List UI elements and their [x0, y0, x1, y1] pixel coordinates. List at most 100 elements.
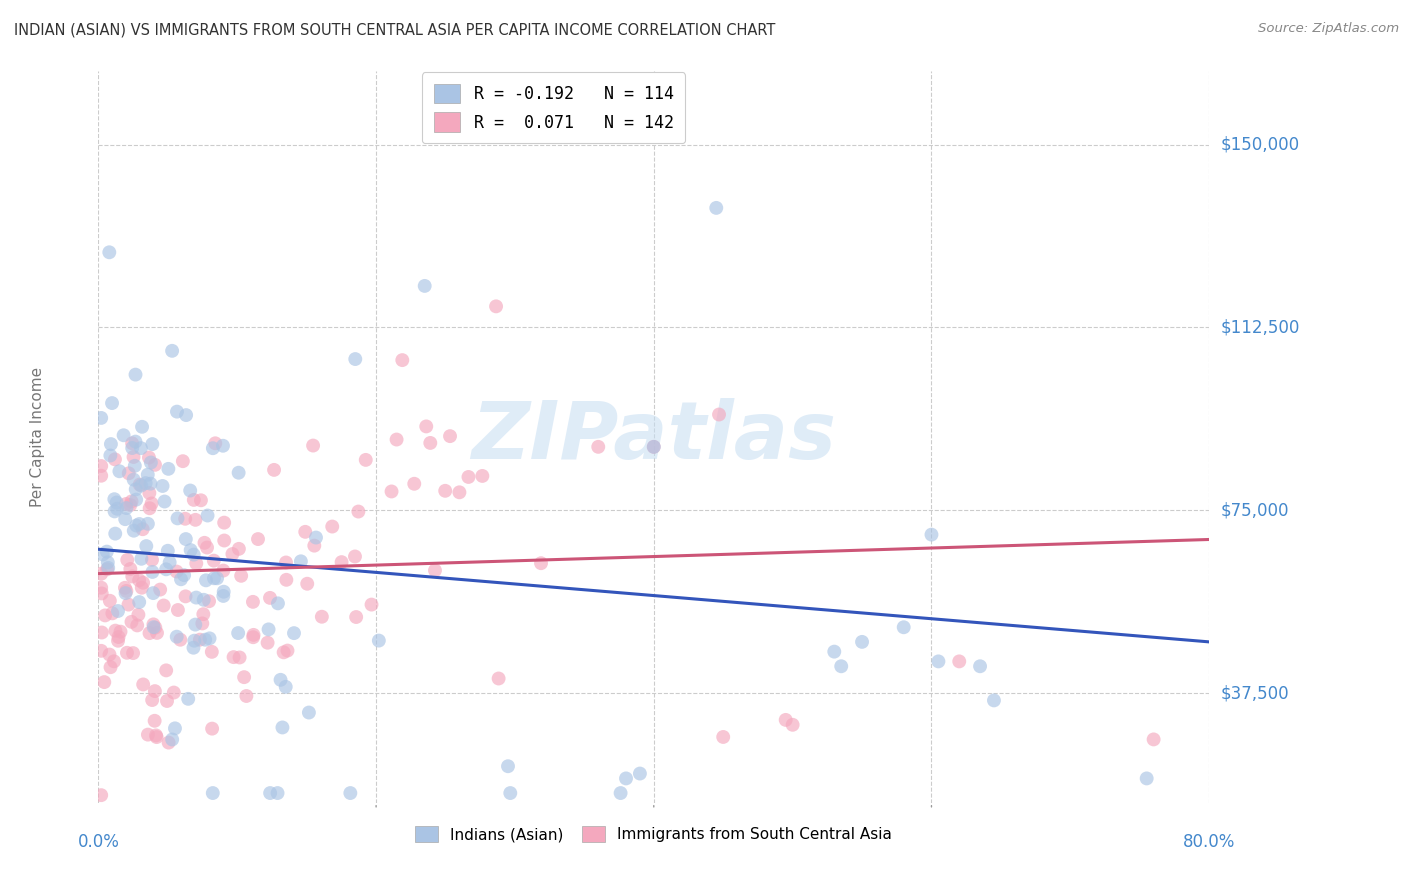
Point	[142, 586, 165, 600]
Point	[142, 617, 165, 632]
Point	[259, 786, 281, 800]
Point	[201, 645, 224, 659]
Point	[643, 440, 665, 454]
Point	[166, 630, 188, 644]
Point	[235, 689, 257, 703]
Point	[415, 419, 437, 434]
Point	[228, 541, 250, 556]
Point	[198, 594, 221, 608]
Point	[201, 786, 224, 800]
Point	[114, 586, 136, 600]
Point	[90, 411, 112, 425]
Point	[122, 473, 145, 487]
Point	[143, 684, 166, 698]
Point	[704, 201, 727, 215]
Point	[141, 565, 163, 579]
Point	[124, 434, 146, 449]
Point	[114, 581, 136, 595]
Point	[90, 458, 112, 473]
Point	[115, 584, 138, 599]
Point	[114, 512, 136, 526]
Point	[305, 531, 328, 545]
Point	[242, 628, 264, 642]
Point	[104, 624, 127, 638]
Point	[198, 632, 221, 646]
Point	[96, 562, 118, 576]
Point	[90, 586, 112, 600]
Point	[125, 483, 148, 497]
Point	[163, 685, 186, 699]
Point	[157, 735, 180, 749]
Point	[101, 607, 124, 621]
Point	[226, 626, 249, 640]
Point	[90, 788, 112, 802]
Point	[103, 492, 125, 507]
Point	[920, 527, 942, 541]
Point	[283, 626, 305, 640]
Point	[117, 598, 139, 612]
Point	[160, 343, 183, 358]
Point	[212, 439, 235, 453]
Point	[711, 730, 734, 744]
Point	[97, 555, 120, 569]
Point	[179, 483, 201, 498]
Point	[127, 607, 149, 622]
Point	[172, 454, 194, 468]
Point	[138, 486, 160, 500]
Point	[202, 554, 225, 568]
Point	[166, 511, 188, 525]
Point	[298, 706, 321, 720]
Text: ZIPatlas: ZIPatlas	[471, 398, 837, 476]
Point	[193, 536, 215, 550]
Point	[496, 759, 519, 773]
Point	[107, 633, 129, 648]
Point	[193, 592, 215, 607]
Point	[98, 648, 121, 662]
Point	[145, 728, 167, 742]
Point	[90, 468, 112, 483]
Point	[488, 672, 510, 686]
Point	[138, 501, 160, 516]
Point	[344, 610, 367, 624]
Point	[97, 561, 120, 575]
Point	[90, 644, 112, 658]
Point	[588, 440, 610, 454]
Point	[530, 556, 553, 570]
Point	[104, 526, 127, 541]
Point	[93, 675, 115, 690]
Point	[267, 596, 290, 610]
Point	[131, 581, 153, 595]
Text: Per Capita Income: Per Capita Income	[30, 367, 45, 508]
Point	[152, 479, 174, 493]
Point	[107, 604, 129, 618]
Point	[276, 573, 298, 587]
Point	[128, 477, 150, 491]
Point	[1136, 772, 1159, 786]
Point	[117, 553, 139, 567]
Point	[221, 547, 243, 561]
Point	[343, 549, 366, 564]
Point	[141, 693, 163, 707]
Point	[160, 732, 183, 747]
Point	[311, 609, 333, 624]
Point	[180, 543, 202, 558]
Point	[167, 603, 190, 617]
Point	[122, 450, 145, 464]
Point	[169, 632, 191, 647]
Point	[231, 569, 253, 583]
Point	[204, 436, 226, 450]
Point	[132, 575, 155, 590]
Point	[184, 513, 207, 527]
Point	[273, 645, 295, 659]
Point	[90, 581, 112, 595]
Point	[141, 553, 163, 567]
Point	[205, 571, 228, 585]
Point	[139, 476, 162, 491]
Point	[499, 786, 522, 800]
Point	[115, 501, 138, 516]
Point	[391, 353, 413, 368]
Point	[419, 436, 441, 450]
Point	[457, 470, 479, 484]
Point	[194, 632, 217, 647]
Point	[145, 730, 167, 744]
